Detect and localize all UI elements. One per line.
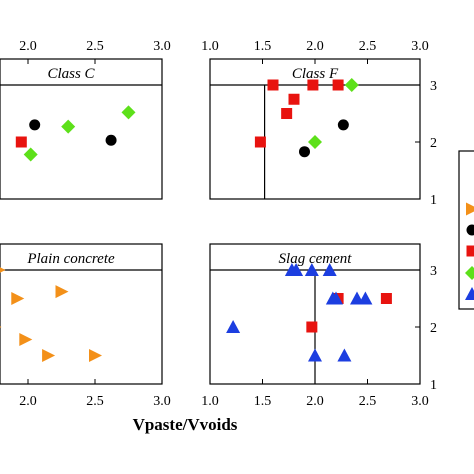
data-point-triangle-up [358, 291, 373, 305]
panel-frame [0, 58, 163, 200]
data-point-circle [299, 146, 310, 158]
legend-marker-diamond [465, 266, 474, 280]
data-point-square [306, 321, 318, 333]
data-point-triangle-right [55, 285, 69, 299]
data-point-square [281, 108, 293, 119]
legend [458, 150, 474, 310]
x-tick-label: 2.0 [306, 394, 324, 409]
data-points [254, 78, 359, 158]
data-point-triangle-up [226, 320, 241, 333]
x-tick-label: 2.0 [19, 39, 37, 54]
x-tick-label: 2.5 [359, 394, 377, 409]
x-tick-label: 3.0 [153, 39, 171, 54]
data-point-square [307, 79, 319, 91]
y-tick-label: 2 [430, 136, 437, 151]
data-point-square [254, 136, 266, 148]
panel-4: Slag cement 1.0 1.5 2.0 2.5 3.01 2 3 [201, 243, 437, 409]
x-tick-label: 3.0 [411, 394, 429, 409]
data-point-triangle-up [329, 291, 343, 305]
panel-frame [0, 243, 163, 385]
data-point-square [332, 79, 344, 91]
data-point-square [380, 293, 392, 304]
data-point-diamond [121, 105, 136, 120]
x-tick-label: 2.5 [86, 394, 104, 409]
legend-marker-circle [466, 224, 474, 236]
data-point-triangle-right [0, 267, 6, 273]
panel-title: Class F [292, 66, 339, 82]
data-point-square [267, 79, 279, 91]
data-point-triangle-right [42, 349, 56, 362]
panel-2: Class F 1.0 1.5 2.0 2.5 3.0 1 2 3 [201, 39, 437, 208]
data-point-triangle-up [308, 348, 322, 362]
data-point-diamond [23, 147, 38, 162]
panel-title: Class C [47, 66, 95, 82]
x-tick-label: 2.0 [306, 39, 324, 54]
data-point-triangle-right [0, 326, 2, 328]
x-tick-label: 1.0 [201, 39, 219, 54]
data-points [15, 105, 136, 162]
x-tick-label: 3.0 [411, 39, 429, 54]
y-tick-label: 2 [430, 321, 437, 336]
data-point-circle [29, 119, 41, 131]
panel-1: Class C 2.0 2.5 3.0 [0, 39, 171, 200]
data-point-square [15, 136, 27, 148]
x-tick-label: 2.5 [86, 39, 104, 54]
x-tick-label: 1.5 [254, 39, 272, 54]
x-tick-label: 2.5 [359, 39, 377, 54]
data-point-square [288, 93, 300, 105]
data-point-circle [337, 119, 349, 131]
data-point-triangle-right [11, 292, 25, 305]
x-tick-label: 2.0 [19, 394, 37, 409]
panel-title: Plain concrete [26, 251, 115, 267]
panel-title: Slag cement [279, 251, 353, 267]
data-points [0, 267, 102, 362]
data-point-triangle-right [89, 349, 102, 362]
data-points [226, 263, 392, 362]
legend-marker-square [466, 245, 474, 257]
data-point-diamond [344, 78, 359, 92]
x-tick-label: 3.0 [153, 394, 171, 409]
legend-marker-triangle-right [466, 202, 474, 216]
legend-marker-triangle-up [465, 287, 474, 300]
data-point-diamond [308, 135, 322, 149]
data-point-circle [105, 134, 117, 146]
data-point-triangle-up [322, 263, 337, 276]
y-tick-label: 3 [430, 79, 437, 94]
data-point-triangle-right [19, 333, 33, 347]
data-point-diamond [61, 119, 76, 134]
data-point-triangle-up [304, 263, 319, 276]
x-tick-label: 1.0 [201, 394, 219, 409]
data-point-triangle-up [289, 263, 304, 276]
data-point-triangle-up [337, 348, 352, 362]
y-tick-label: 3 [430, 264, 437, 279]
y-tick-label: 1 [430, 378, 437, 393]
y-tick-label: 1 [430, 193, 437, 208]
panel-3: Plain concrete 2.0 2.5 3.0 [0, 243, 171, 409]
x-axis-title: Vpaste/Vvoids [133, 415, 238, 434]
x-tick-label: 1.5 [254, 394, 272, 409]
